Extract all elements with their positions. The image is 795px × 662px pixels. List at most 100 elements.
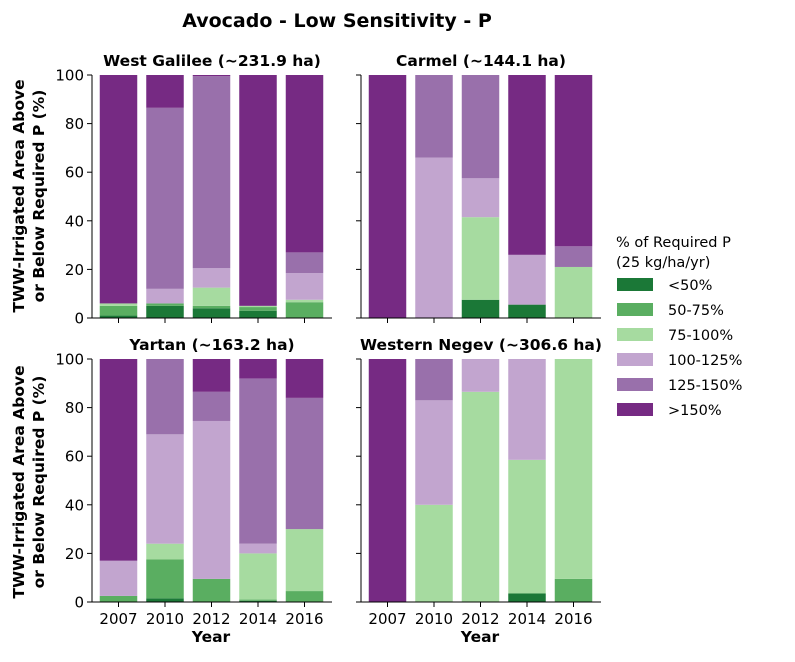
x-tick-label: 2012: [192, 610, 230, 628]
bar-segment-2012-s4: [192, 76, 231, 269]
bar-segment-2016-s1: [285, 302, 324, 318]
legend-item: 75-100%: [617, 328, 733, 344]
bar-segment-2014-s3: [508, 359, 546, 460]
bar-segment-2016-s2: [285, 529, 324, 592]
panel-1: 0 20 40 60 80 100 West Galilee (~231.9 ha): [55, 52, 332, 328]
bar-segment-2012-s3: [461, 178, 500, 218]
y-tick-label: 0: [74, 310, 84, 328]
bar-segment-2014-s0: [508, 593, 546, 602]
bar-segment-2016-s4: [554, 246, 593, 267]
bar-segment-2016-s4: [285, 252, 324, 274]
y-axis-label-top-line2: or Below Required P (%): [30, 90, 48, 303]
y-axis-label-top-line1: TWW-Irrigated Area Above: [10, 79, 28, 312]
bar-segment-2014-s2: [239, 553, 277, 600]
panel-title: Yartan (~163.2 ha): [128, 336, 294, 354]
legend-item: <50%: [617, 278, 712, 294]
x-axis-label-right: Year: [460, 628, 500, 646]
x-tick-label: 2014: [239, 610, 277, 628]
legend-title-line2: (25 kg/ha/yr): [616, 255, 710, 271]
bar-segment-2012-s2: [461, 217, 500, 300]
legend-item: 125-150%: [617, 378, 742, 394]
bar-segment-2007-s1: [99, 305, 138, 316]
bar-segment-2012-s4: [192, 391, 231, 421]
figure-title: Avocado - Low Sensitivity - P: [182, 10, 492, 32]
bar-segment-2012-s3: [192, 420, 231, 579]
bar-segment-2012-s0: [192, 308, 231, 318]
y-tick-label: 20: [65, 261, 84, 279]
y-tick-label: 40: [65, 212, 84, 230]
panel-3: 0 20 40 60 80 100 2007 2010 2012 2014 2016 Yartan (…: [55, 336, 332, 628]
legend-swatch: [617, 303, 653, 316]
bar-segment-2014-s4: [239, 378, 277, 544]
legend-swatch: [617, 278, 653, 291]
y-tick-label: 60: [65, 164, 84, 182]
bar-segment-2016-s2: [554, 266, 593, 318]
bar-segment-2014-s2: [239, 305, 277, 308]
bar-segment-2014-s5: [508, 75, 546, 255]
bar-segment-2007-s3: [99, 560, 138, 596]
bar-segment-2016-s1: [285, 591, 324, 602]
bar-segment-2016-s4: [285, 397, 324, 530]
panel-title: West Galilee (~231.9 ha): [103, 52, 321, 70]
bar-segment-2014-s5: [239, 75, 277, 306]
bar-segment-2007-s5: [99, 75, 138, 304]
legend-item: >150%: [617, 403, 722, 419]
legend-label: <50%: [668, 278, 712, 294]
bar-segment-2012-s4: [461, 75, 500, 179]
bar-segment-2012-s0: [461, 299, 500, 318]
legend-title-line1: % of Required P: [616, 235, 731, 251]
y-axis-label-bottom-line2: or Below Required P (%): [30, 376, 48, 589]
bar-segment-2010-s4: [146, 359, 184, 435]
bar-segment-2014-s0: [508, 304, 546, 318]
legend-item: 100-125%: [617, 353, 742, 369]
bar-segment-2010-s1: [146, 303, 184, 306]
bar-segment-2014-s1: [239, 307, 277, 311]
bar-segment-2012-s2: [461, 391, 500, 602]
bar-segment-2014-s3: [239, 543, 277, 554]
legend-label: 100-125%: [668, 353, 742, 369]
bar-segment-2007-s5: [368, 75, 407, 318]
bar-segment-2014-s3: [508, 254, 546, 305]
bar-segment-2010-s4: [415, 359, 453, 401]
bar-segment-2007-s5: [99, 359, 138, 561]
bar-segment-2012-s1: [192, 305, 231, 309]
x-axis-label-left: Year: [191, 628, 231, 646]
bar-segment-2012-s1: [192, 578, 231, 602]
legend-label: 75-100%: [668, 328, 733, 344]
y-tick-label: 100: [55, 351, 84, 369]
bar-segment-2010-s0: [146, 305, 184, 318]
y-tick-label: 60: [65, 448, 84, 466]
legend-swatch: [617, 328, 653, 341]
y-tick-label: 40: [65, 496, 84, 514]
x-tick-label: 2016: [285, 610, 323, 628]
legend: % of Required P (25 kg/ha/yr) <50% 50-75%…: [616, 235, 742, 419]
bar-segment-2012-s5: [192, 359, 231, 392]
y-tick-label: 80: [65, 115, 84, 133]
x-tick-label: 2010: [415, 610, 453, 628]
legend-item: 50-75%: [617, 303, 724, 319]
bar-segment-2016-s5: [285, 75, 324, 253]
bar-segment-2016-s5: [554, 75, 593, 247]
bar-segment-2010-s3: [415, 157, 453, 318]
bar-segment-2012-s5: [192, 75, 231, 77]
bar-segment-2007-s2: [99, 303, 138, 306]
x-tick-label: 2012: [461, 610, 499, 628]
bar-segment-2010-s3: [415, 400, 453, 505]
x-tick-label: 2014: [508, 610, 546, 628]
bar-segment-2014-s2: [508, 459, 546, 594]
bar-segment-2010-s2: [415, 504, 453, 602]
y-tick-label: 100: [55, 67, 84, 85]
x-tick-label: 2007: [368, 610, 406, 628]
bar-segment-2007-s0: [99, 315, 138, 318]
bar-segment-2010-s0: [146, 598, 184, 602]
bar-segment-2016-s2: [554, 359, 593, 579]
bar-segment-2016-s1: [554, 578, 593, 602]
x-tick-label: 2007: [99, 610, 137, 628]
panel-4: 2007 2010 2012 2014 2016 Western Negev (~306.…: [356, 336, 602, 628]
bar-segment-2014-s5: [239, 359, 277, 379]
panel-title: Carmel (~144.1 ha): [396, 52, 566, 70]
bar-segment-2010-s2: [146, 543, 184, 560]
bar-segment-2010-s3: [146, 434, 184, 544]
bar-segment-2016-s3: [285, 273, 324, 300]
